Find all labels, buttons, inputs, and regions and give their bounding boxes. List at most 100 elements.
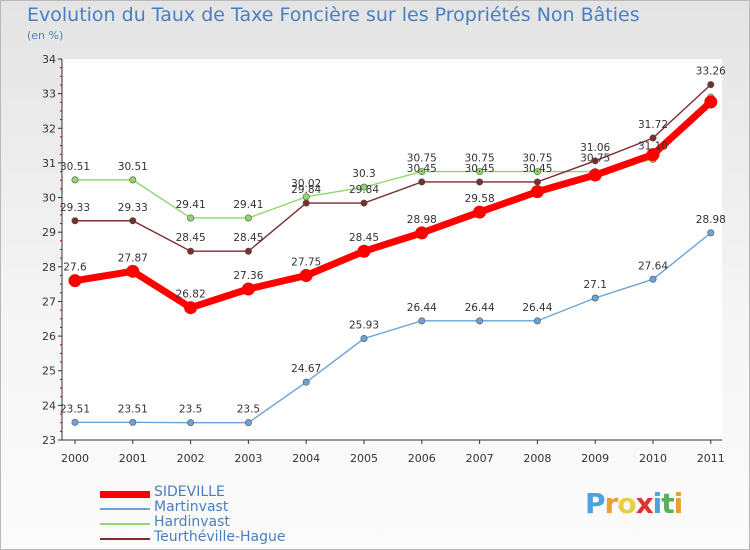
y-tick-label: 32 bbox=[42, 122, 56, 135]
x-tick-label: 2005 bbox=[350, 452, 378, 465]
data-label: 23.51 bbox=[118, 403, 148, 415]
data-label: 24.67 bbox=[291, 363, 321, 375]
data-point bbox=[184, 301, 198, 315]
data-label: 26.44 bbox=[407, 302, 437, 314]
data-label: 30.75 bbox=[522, 153, 552, 165]
data-point bbox=[244, 419, 252, 427]
data-label: 30.45 bbox=[407, 163, 437, 175]
data-label: 27.64 bbox=[638, 260, 668, 272]
logo-letter: P bbox=[585, 487, 606, 520]
y-tick-label: 27 bbox=[42, 295, 56, 308]
data-label: 30.3 bbox=[352, 168, 375, 180]
data-point bbox=[649, 275, 657, 283]
data-point bbox=[418, 317, 426, 325]
data-label: 28.98 bbox=[696, 214, 726, 226]
data-label: 25.93 bbox=[349, 320, 379, 332]
y-tick-label: 33 bbox=[42, 88, 56, 101]
data-label: 27.6 bbox=[63, 262, 87, 274]
plot-area bbox=[62, 59, 722, 440]
data-point bbox=[418, 168, 426, 176]
y-tick-label: 25 bbox=[42, 365, 56, 378]
data-label: 29.84 bbox=[291, 184, 321, 196]
x-tick-label: 2009 bbox=[581, 452, 609, 465]
data-label: 30.75 bbox=[580, 153, 610, 165]
data-point bbox=[476, 317, 484, 325]
legend-label: Teurthéville-Hague bbox=[154, 529, 286, 545]
data-point bbox=[646, 148, 660, 162]
data-point bbox=[244, 247, 252, 255]
data-point bbox=[68, 274, 82, 288]
legend-label: Martinvast bbox=[154, 499, 229, 515]
data-label: 29.84 bbox=[349, 184, 379, 196]
data-point bbox=[649, 134, 657, 142]
legend-label: SIDEVILLE bbox=[154, 484, 225, 500]
logo-letter: i bbox=[652, 487, 663, 520]
x-tick-label: 2007 bbox=[466, 452, 494, 465]
data-point bbox=[71, 176, 79, 184]
data-label: 29.41 bbox=[233, 199, 263, 211]
data-point bbox=[533, 168, 541, 176]
x-tick-label: 2010 bbox=[639, 452, 667, 465]
data-label: 30.51 bbox=[60, 161, 90, 173]
x-tick-label: 2008 bbox=[523, 452, 551, 465]
data-point bbox=[418, 178, 426, 186]
data-point bbox=[360, 183, 368, 191]
data-point bbox=[530, 185, 544, 199]
y-tick-label: 26 bbox=[42, 330, 56, 343]
data-label: 29.33 bbox=[60, 202, 90, 214]
data-point bbox=[588, 168, 602, 182]
data-label: 29.58 bbox=[465, 193, 495, 205]
data-label: 27.36 bbox=[233, 270, 263, 282]
y-tick-label: 31 bbox=[42, 157, 56, 170]
series-line-teurth-ville-hague bbox=[75, 84, 712, 252]
series-line-sideville bbox=[71, 98, 715, 312]
data-point bbox=[71, 217, 79, 225]
data-label: 27.87 bbox=[118, 252, 148, 264]
data-label: 29.33 bbox=[118, 202, 148, 214]
data-label: 28.45 bbox=[176, 232, 206, 244]
data-point bbox=[707, 81, 715, 89]
data-label: 30.02 bbox=[291, 178, 321, 190]
y-tick-label: 29 bbox=[42, 226, 56, 239]
data-label: 30.51 bbox=[118, 161, 148, 173]
data-point bbox=[591, 294, 599, 302]
data-label: 27.1 bbox=[584, 279, 607, 291]
data-label: 23.5 bbox=[179, 404, 202, 416]
legend-swatch bbox=[100, 538, 150, 540]
logo-letter: i bbox=[673, 487, 684, 520]
data-point bbox=[126, 264, 140, 278]
data-point bbox=[591, 157, 599, 165]
legend-swatch bbox=[100, 508, 150, 510]
data-label: 28.45 bbox=[349, 232, 379, 244]
x-tick-label: 2004 bbox=[292, 452, 320, 465]
data-label: 31.06 bbox=[580, 142, 610, 154]
data-point bbox=[476, 178, 484, 186]
data-point bbox=[415, 226, 429, 240]
data-point bbox=[704, 95, 718, 109]
legend-label: Hardinvast bbox=[154, 514, 230, 530]
data-label: 28.98 bbox=[407, 214, 437, 226]
y-tick-label: 28 bbox=[42, 261, 56, 274]
data-point bbox=[299, 268, 313, 282]
data-label: 26.44 bbox=[465, 302, 495, 314]
chart-title: Evolution du Taux de Taxe Foncière sur l… bbox=[27, 4, 640, 26]
data-point bbox=[302, 199, 310, 207]
y-tick-label: 23 bbox=[42, 434, 56, 447]
series-line-martinvast bbox=[75, 232, 712, 424]
data-point bbox=[129, 418, 137, 426]
data-point bbox=[302, 378, 310, 386]
data-label: 23.5 bbox=[237, 404, 260, 416]
data-point bbox=[129, 176, 137, 184]
proxiti-logo: Proxiti bbox=[585, 487, 684, 520]
data-point bbox=[707, 229, 715, 237]
data-label: 26.82 bbox=[176, 289, 206, 301]
data-label: 29.41 bbox=[176, 199, 206, 211]
data-point bbox=[533, 178, 541, 186]
data-point bbox=[360, 199, 368, 207]
data-point bbox=[360, 335, 368, 343]
logo-letter: o bbox=[617, 487, 636, 520]
y-tick-label: 34 bbox=[42, 53, 56, 66]
y-tick-label: 30 bbox=[42, 192, 56, 205]
data-point bbox=[473, 205, 487, 219]
data-label: 28.45 bbox=[233, 232, 263, 244]
